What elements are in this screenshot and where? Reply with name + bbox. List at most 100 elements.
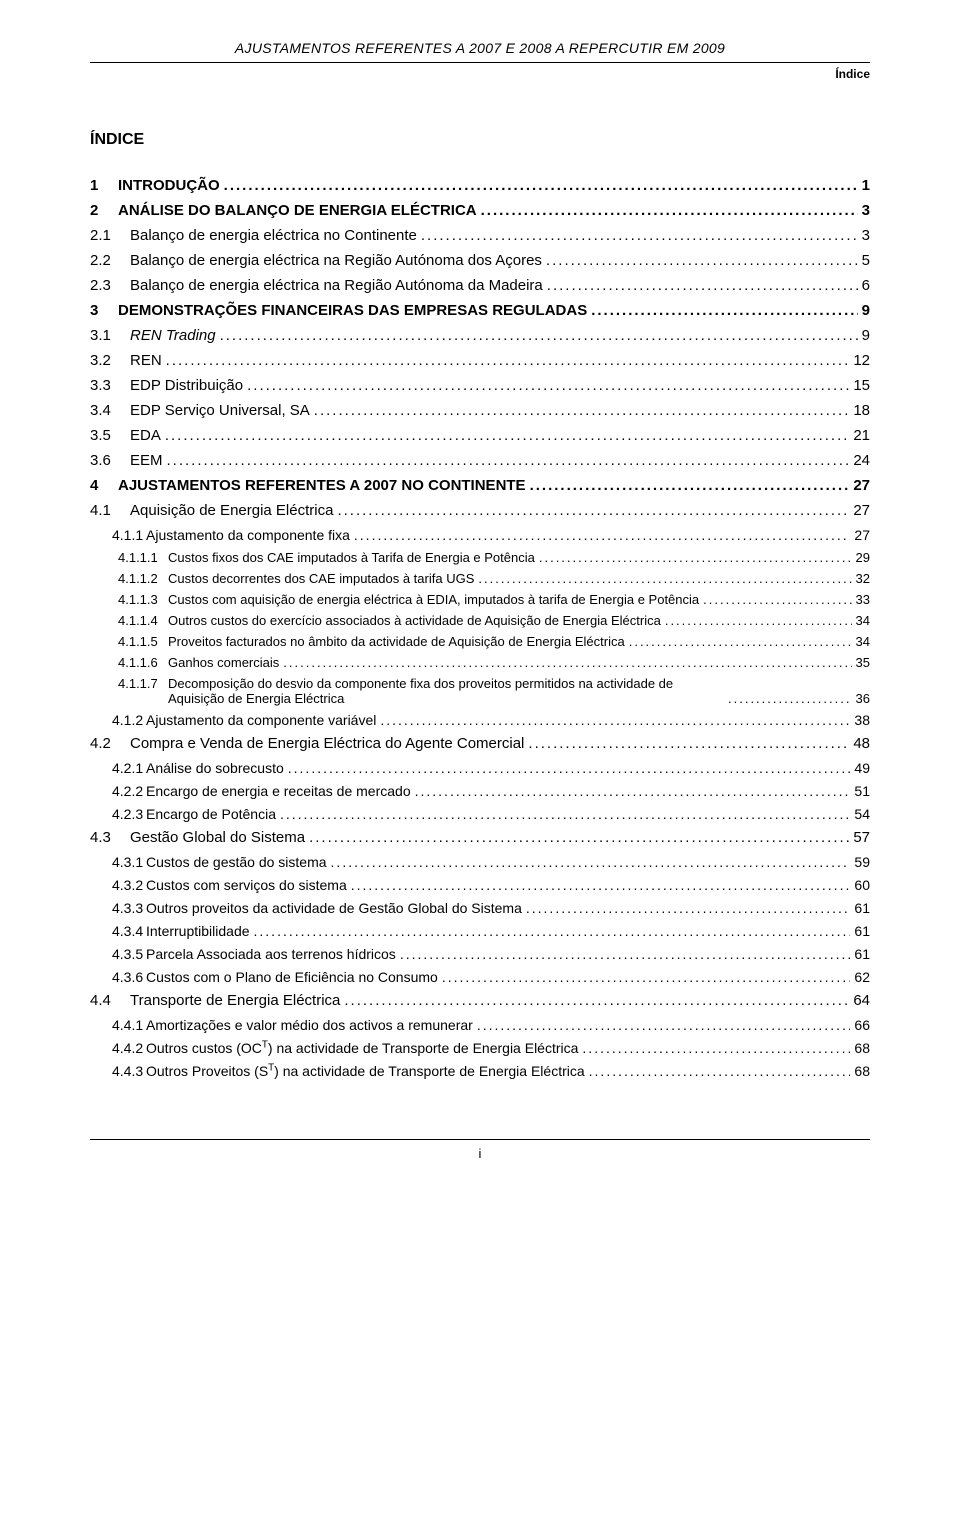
toc-page: 61: [850, 900, 870, 916]
toc-page: 64: [849, 992, 870, 1009]
toc-page: 27: [849, 502, 870, 519]
toc-page: 61: [850, 946, 870, 962]
toc-leader: ........................................…: [442, 969, 851, 985]
toc-leader: ........................................…: [309, 829, 849, 846]
toc-leader: ........................................…: [280, 806, 850, 822]
toc-leader: ........................................…: [478, 571, 851, 586]
toc-entry: 4AJUSTAMENTOS REFERENTES A 2007 NO CONTI…: [90, 477, 870, 494]
toc-number: 4.1.1.6: [90, 655, 168, 670]
toc-title: ANÁLISE DO BALANÇO DE ENERGIA ELÉCTRICA: [118, 202, 481, 219]
toc-number: 4.3.3: [90, 900, 146, 916]
footer-rule: [90, 1139, 870, 1140]
toc-title: AJUSTAMENTOS REFERENTES A 2007 NO CONTIN…: [118, 477, 530, 494]
toc-number: 3.4: [90, 402, 130, 419]
toc-leader: ........................................…: [283, 655, 851, 670]
toc-entry: 2.3Balanço de energia eléctrica na Regiã…: [90, 277, 870, 294]
toc-title: Parcela Associada aos terrenos hídricos: [146, 946, 400, 962]
toc-entry: 4.3.6Custos com o Plano de Eficiência no…: [90, 969, 870, 985]
toc-page: 1: [858, 177, 870, 194]
toc-number: 2: [90, 202, 118, 219]
toc-page: 27: [850, 527, 870, 543]
toc-page: 21: [849, 427, 870, 444]
toc-entry: 4.1Aquisição de Energia Eléctrica.......…: [90, 502, 870, 519]
toc-leader: ........................................…: [589, 1063, 851, 1079]
toc-title: Transporte de Energia Eléctrica: [130, 992, 344, 1009]
toc-number: 4: [90, 477, 118, 494]
index-heading: ÍNDICE: [90, 131, 870, 149]
toc-number: 4.4.3: [90, 1063, 146, 1079]
toc-leader: ........................................…: [528, 735, 849, 752]
toc-entry: 3.6EEM..................................…: [90, 452, 870, 469]
toc-title: Balanço de energia eléctrica no Continen…: [130, 227, 421, 244]
footer-page-number: i: [90, 1146, 870, 1161]
toc-leader: ........................................…: [354, 527, 851, 543]
toc-page: 3: [858, 227, 870, 244]
toc-entry: 3DEMONSTRAÇÕES FINANCEIRAS DAS EMPRESAS …: [90, 302, 870, 319]
toc-entry: 2ANÁLISE DO BALANÇO DE ENERGIA ELÉCTRICA…: [90, 202, 870, 219]
toc-page: 6: [858, 277, 870, 294]
toc-title: Outros custos (OCT) na actividade de Tra…: [146, 1040, 582, 1056]
toc-number: 2.1: [90, 227, 130, 244]
toc-title: Outros proveitos da actividade de Gestão…: [146, 900, 526, 916]
toc-number: 4.3.5: [90, 946, 146, 962]
toc-number: 4.1.1.4: [90, 613, 168, 628]
toc-number: 3.1: [90, 327, 130, 344]
toc-leader: ........................................…: [546, 252, 858, 269]
table-of-contents: 1INTRODUÇÃO.............................…: [90, 177, 870, 1079]
toc-number: 4.1.1.7: [90, 676, 168, 691]
toc-entry: 4.1.1Ajustamento da componente fixa.....…: [90, 527, 870, 543]
toc-page: 27: [849, 477, 870, 494]
toc-entry: 4.3.2Custos com serviços do sistema.....…: [90, 877, 870, 893]
toc-number: 4.3.2: [90, 877, 146, 893]
toc-leader: ........................................…: [165, 427, 849, 444]
toc-title: Balanço de energia eléctrica na Região A…: [130, 277, 547, 294]
toc-entry: 4.2.2Encargo de energia e receitas de me…: [90, 783, 870, 799]
toc-title: Custos de gestão do sistema: [146, 854, 331, 870]
toc-number: 2.2: [90, 252, 130, 269]
toc-number: 4.1: [90, 502, 130, 519]
toc-leader: ........................................…: [421, 227, 858, 244]
toc-leader: ........................................…: [380, 712, 850, 728]
toc-leader: ........................................…: [477, 1017, 851, 1033]
toc-number: 4.2: [90, 735, 130, 752]
toc-page: 34: [852, 613, 870, 628]
toc-number: 3.2: [90, 352, 130, 369]
toc-page: 38: [850, 712, 870, 728]
toc-title: Encargo de energia e receitas de mercado: [146, 783, 415, 799]
toc-leader: ........................................…: [703, 592, 851, 607]
toc-number: 3.6: [90, 452, 130, 469]
toc-title: EDA: [130, 427, 165, 444]
toc-entry: 4.1.1.6Ganhos comerciais................…: [90, 655, 870, 670]
toc-leader: ........................................…: [220, 327, 858, 344]
toc-number: 4.3.6: [90, 969, 146, 985]
toc-title: REN: [130, 352, 166, 369]
toc-title: Compra e Venda de Energia Eléctrica do A…: [130, 735, 528, 752]
toc-title: REN Trading: [130, 327, 220, 344]
toc-entry: 3.2REN..................................…: [90, 352, 870, 369]
toc-leader: ........................................…: [728, 691, 852, 706]
toc-page: 12: [849, 352, 870, 369]
toc-number: 4.2.3: [90, 806, 146, 822]
toc-entry: 4.1.1.2Custos decorrentes dos CAE imputa…: [90, 571, 870, 586]
toc-page: 68: [850, 1040, 870, 1056]
toc-title: Ganhos comerciais: [168, 655, 283, 670]
toc-title: Outros Proveitos (ST) na actividade de T…: [146, 1063, 589, 1079]
toc-leader: ........................................…: [247, 377, 849, 394]
toc-title: Custos decorrentes dos CAE imputados à t…: [168, 571, 478, 586]
toc-title: Custos com aquisição de energia eléctric…: [168, 592, 703, 607]
toc-page: 18: [849, 402, 870, 419]
toc-entry: 1INTRODUÇÃO.............................…: [90, 177, 870, 194]
toc-title: Ajustamento da componente fixa: [146, 527, 354, 543]
toc-leader: ........................................…: [547, 277, 858, 294]
toc-leader: ........................................…: [288, 760, 851, 776]
toc-number: 3: [90, 302, 118, 319]
toc-number: 4.4: [90, 992, 130, 1009]
toc-entry: 4.1.1.5Proveitos facturados no âmbito da…: [90, 634, 870, 649]
toc-entry: 2.2Balanço de energia eléctrica na Regiã…: [90, 252, 870, 269]
toc-entry: 4.4Transporte de Energia Eléctrica......…: [90, 992, 870, 1009]
toc-entry: 4.1.1.3Custos com aquisição de energia e…: [90, 592, 870, 607]
toc-entry: 4.4.1Amortizações e valor médio dos acti…: [90, 1017, 870, 1033]
toc-entry: 4.3.4Interruptibilidade.................…: [90, 923, 870, 939]
toc-number: 4.1.1: [90, 527, 146, 543]
toc-entry: 4.2.3Encargo de Potência................…: [90, 806, 870, 822]
